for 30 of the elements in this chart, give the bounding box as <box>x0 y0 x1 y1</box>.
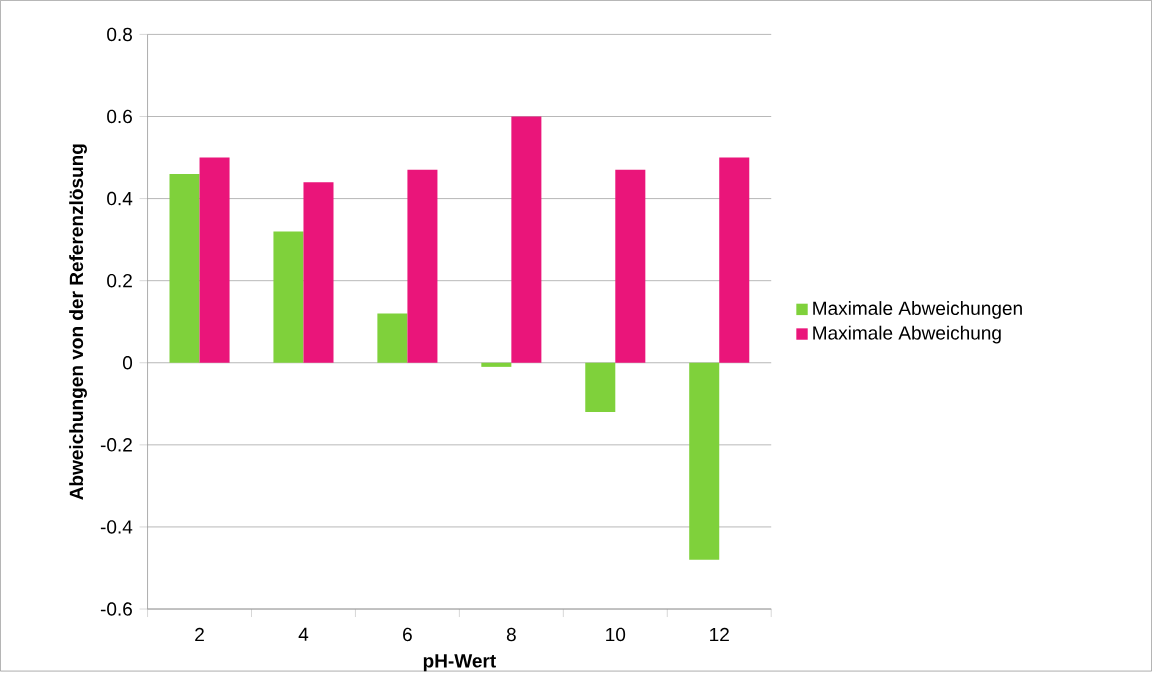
bar <box>199 157 230 363</box>
x-tick-label: 4 <box>298 627 309 642</box>
x-tick-label: 2 <box>195 627 204 642</box>
x-tick-label: 12 <box>710 627 729 642</box>
bar <box>719 157 750 363</box>
y-tick-label: 0.4 <box>107 192 133 206</box>
y-tick-label: 0 <box>122 356 133 370</box>
x-tick-label: 10 <box>606 627 626 642</box>
bar <box>615 170 646 363</box>
bar <box>481 362 512 368</box>
y-tick-label: 0.2 <box>107 274 132 288</box>
bar <box>303 182 334 363</box>
bar <box>377 313 408 363</box>
y-tick-label: -0.6 <box>100 602 132 616</box>
x-tick-label: 6 <box>403 627 412 642</box>
y-tick-label: 0.6 <box>107 109 132 124</box>
legend-label: Maximale Abweichung <box>813 325 1001 344</box>
y-tick-label: -0.4 <box>100 520 133 534</box>
y-tick-label: 0.8 <box>107 27 132 42</box>
bar <box>511 116 542 363</box>
x-axis-title: pH-Wert <box>423 654 496 672</box>
bar <box>169 174 200 363</box>
bar <box>585 362 616 413</box>
x-tick-label: 8 <box>506 627 516 642</box>
bar <box>407 170 438 363</box>
bar <box>689 362 720 560</box>
y-tick-label: -0.2 <box>100 438 132 452</box>
bar <box>273 231 304 363</box>
y-axis-title: Abweichungen von der Referenzlösung <box>69 144 87 500</box>
legend-label: Maximale Abweichungen <box>813 301 1022 319</box>
